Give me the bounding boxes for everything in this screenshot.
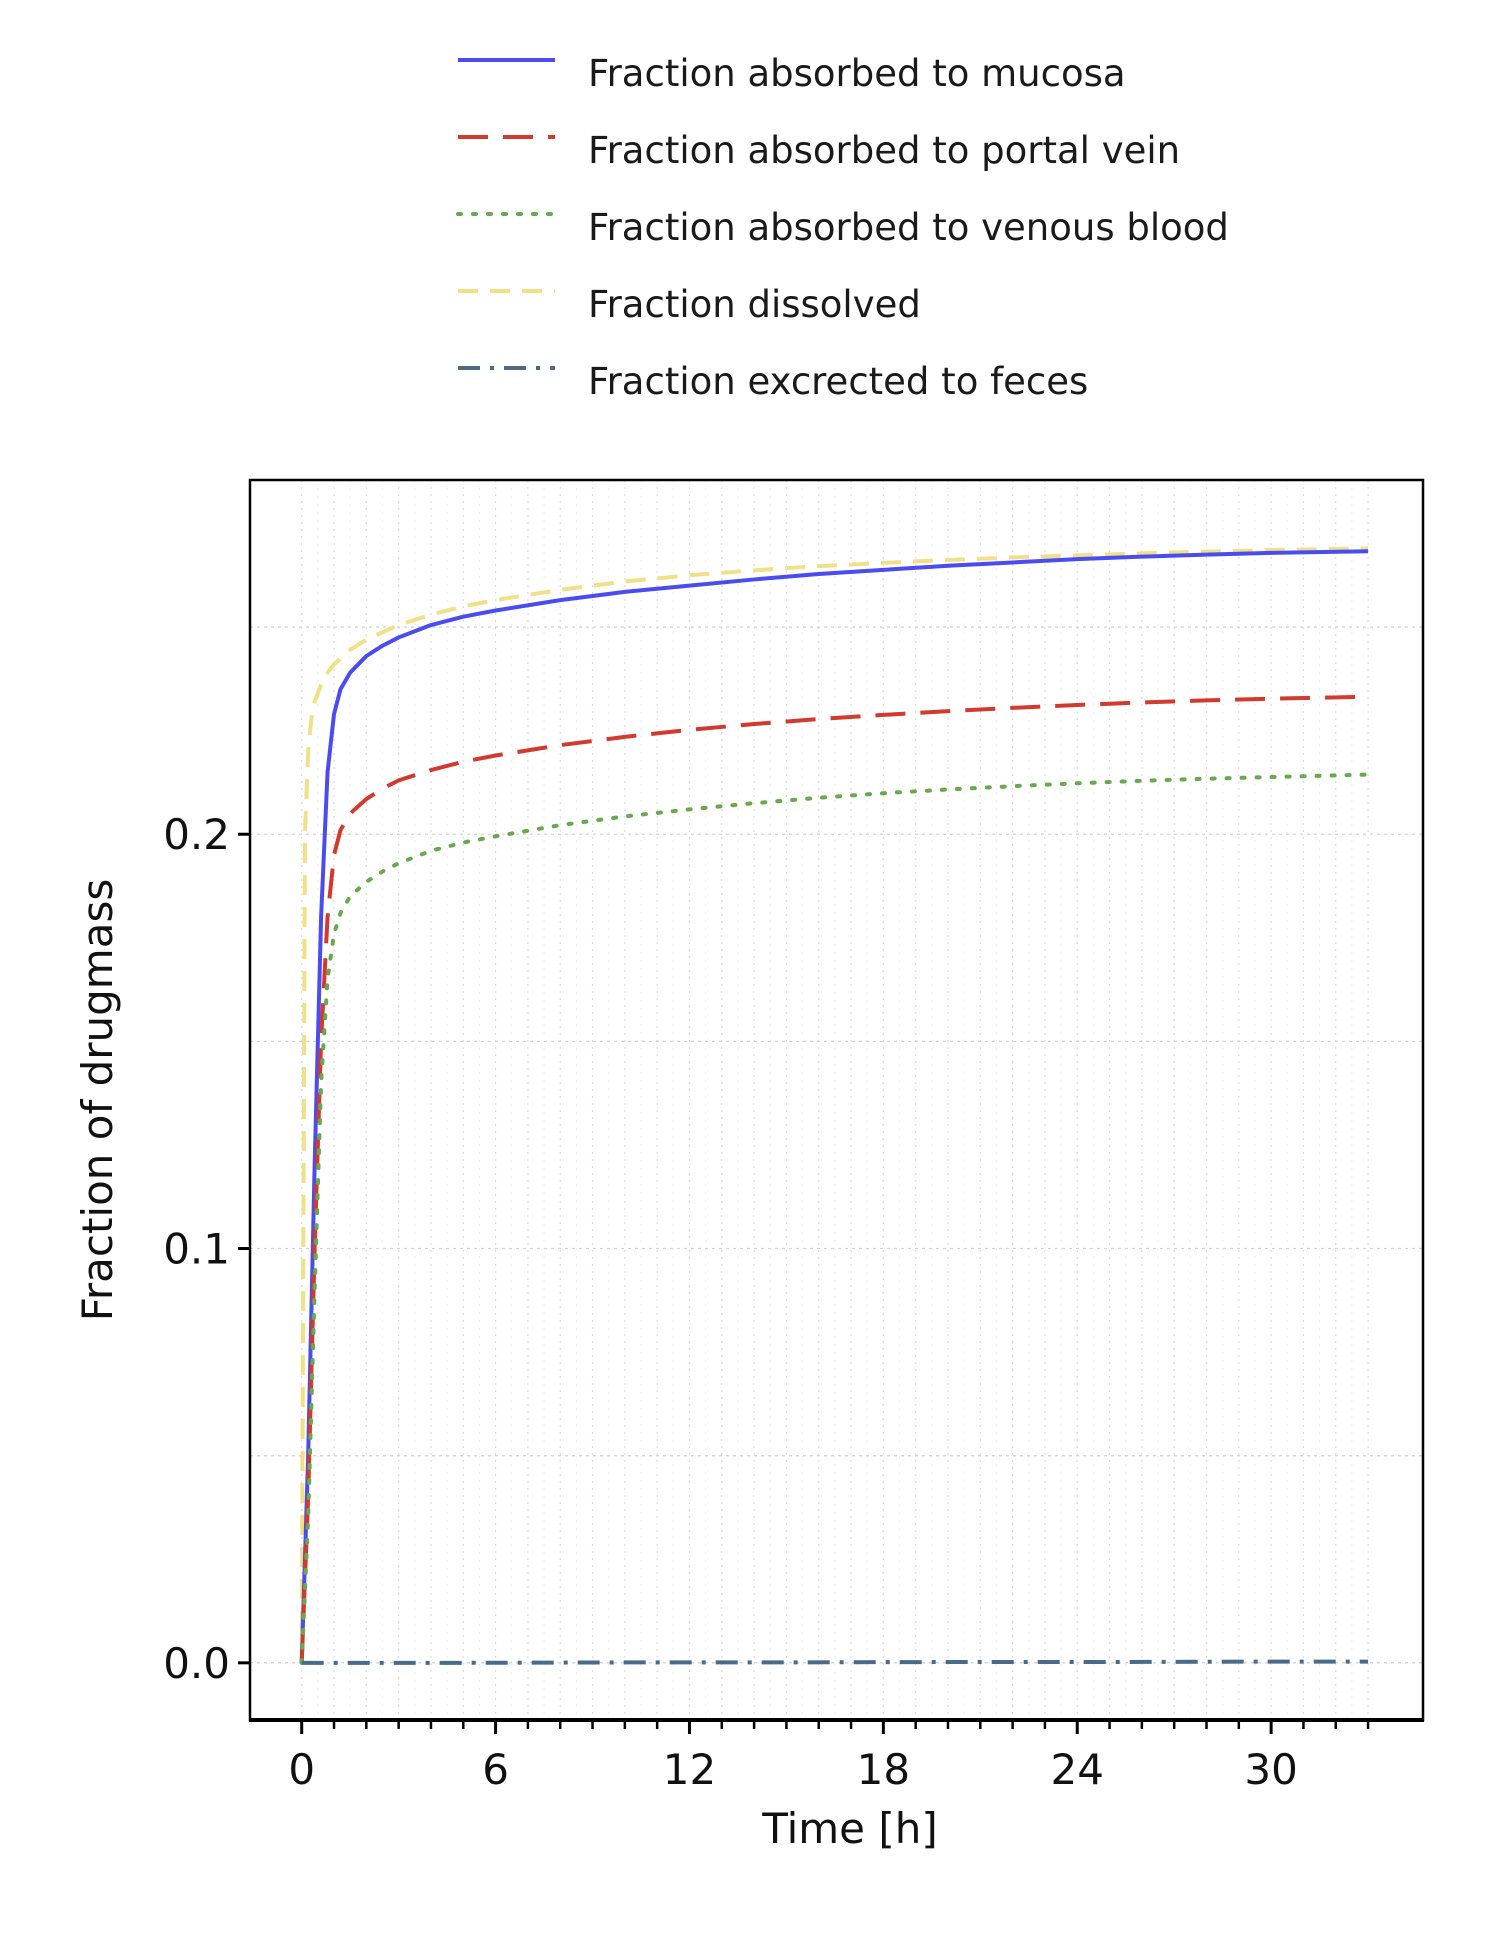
x-tick-label: 30 xyxy=(1244,1745,1297,1794)
x-axis-title: Time [h] xyxy=(761,1804,938,1853)
y-tick-label: 0.2 xyxy=(163,810,230,859)
series-line-2 xyxy=(299,694,1369,1663)
legend-item: Fraction absorbed to venous blood xyxy=(456,206,1229,249)
legend-item: Fraction absorbed to portal vein xyxy=(458,129,1180,172)
x-tick-label: 24 xyxy=(1051,1745,1104,1794)
y-tick-label: 0.1 xyxy=(163,1225,230,1274)
legend-item: Fraction dissolved xyxy=(458,283,921,326)
legend-label: Fraction excrected to feces xyxy=(588,360,1088,403)
legend: Fraction absorbed to mucosa Fraction abso… xyxy=(456,52,1229,403)
legend-label: Fraction dissolved xyxy=(588,283,921,326)
series-line-1 xyxy=(299,549,1369,1663)
x-tick-label: 12 xyxy=(663,1745,716,1794)
grid xyxy=(250,480,1423,1720)
legend-label: Fraction absorbed to venous blood xyxy=(588,206,1229,249)
series-line-3 xyxy=(299,772,1371,1665)
legend-label: Fraction absorbed to portal vein xyxy=(588,129,1180,172)
series-line-5 xyxy=(301,1659,1369,1665)
legend-item: Fraction absorbed to mucosa xyxy=(458,52,1126,95)
plot-frame xyxy=(248,478,1425,1722)
x-tick-label: 0 xyxy=(288,1745,315,1794)
plot-area: 0 6 12 18 24 30 0.0 0.1 0.2 xyxy=(163,478,1425,1794)
series-line-4 xyxy=(299,546,1369,1663)
legend-item: Fraction excrected to feces xyxy=(458,360,1088,403)
y-tick-label: 0.0 xyxy=(163,1639,230,1688)
series-layer xyxy=(299,546,1371,1665)
y-axis-title: Fraction of drugmass xyxy=(73,879,122,1321)
x-tick-label: 18 xyxy=(857,1745,910,1794)
x-tick-label: 6 xyxy=(482,1745,509,1794)
axes: 0 6 12 18 24 30 0.0 0.1 0.2 xyxy=(163,478,1425,1794)
legend-label: Fraction absorbed to mucosa xyxy=(588,52,1126,95)
